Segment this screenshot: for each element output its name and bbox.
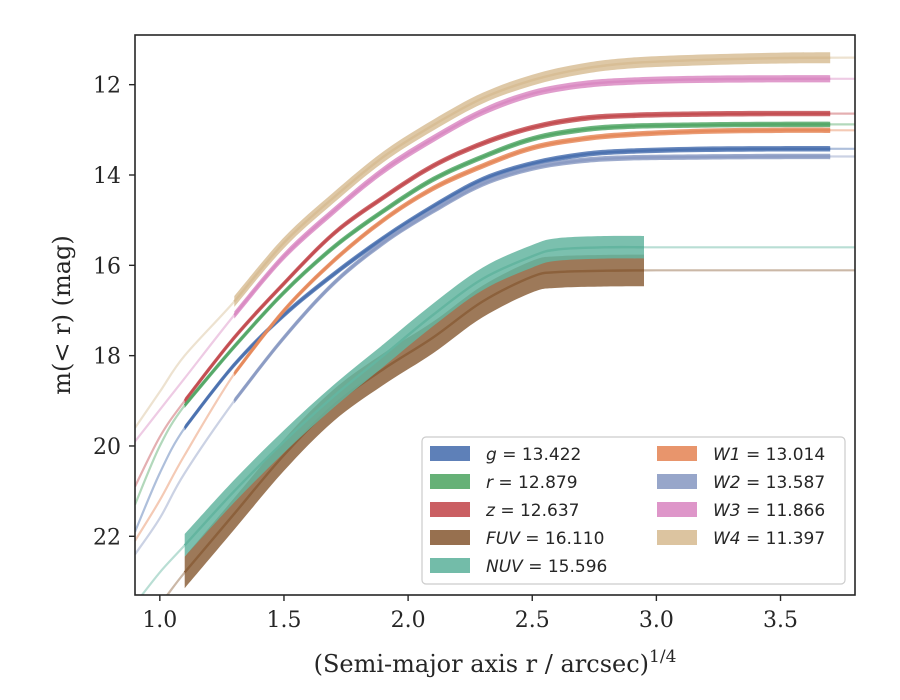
legend-box: [421, 436, 846, 585]
series-nuv: [140, 235, 855, 595]
legend-label-g: g = 13.422: [486, 445, 581, 465]
y-tick-label: 22: [93, 525, 121, 550]
legend-swatch-w4: [657, 530, 697, 545]
legend-label-fuv: FUV = 16.110: [486, 529, 604, 549]
series-w3-band: [234, 75, 831, 319]
y-tick-label: 18: [93, 345, 121, 370]
series-w4-line: [233, 56, 831, 303]
legend: g = 13.422 r = 12.879 z = 12.637 FUV = 16.1…: [421, 436, 846, 585]
legend-swatch-fuv: [430, 530, 470, 545]
series-z-line: [183, 112, 831, 402]
y-tick-label: 14: [93, 164, 121, 189]
legend-label-w1: W1 = 13.014: [713, 445, 825, 465]
legend-swatch-r: [430, 474, 470, 489]
series-g: [135, 146, 855, 533]
series-w3-line: [233, 77, 831, 316]
series-g-band: [184, 146, 831, 431]
series-g-line: [183, 147, 831, 429]
legend-label-w2: W2 = 13.587: [713, 473, 825, 493]
y-tick-label: 20: [93, 435, 121, 460]
plot-frame: [134, 34, 856, 596]
y-tick-label: 16: [93, 254, 121, 279]
y-axis-title: m(< r) (mag): [48, 235, 76, 394]
x-axis: 1.0 1.5 2.0 2.5 3.0 3.5: [142, 595, 798, 633]
legend-label-z: z = 12.637: [485, 501, 579, 521]
series-w2: [135, 153, 855, 556]
legend-label-nuv: NUV = 15.596: [486, 557, 607, 577]
legend-swatch-w3: [657, 502, 697, 517]
y-tick-label: 12: [93, 74, 121, 99]
legend-label-w4: W4 = 11.397: [713, 529, 825, 549]
series-layer: [135, 52, 855, 595]
x-tick-label: 3.0: [639, 608, 674, 633]
legend-swatch-w2: [657, 474, 697, 489]
series-nuv-line: [183, 245, 645, 547]
series-w1-line: [233, 129, 831, 375]
series-fuv-line: [183, 269, 645, 574]
series-r-line: [183, 123, 831, 407]
x-tick-label: 1.5: [266, 608, 301, 633]
series-fuv: [165, 254, 855, 595]
series-w2-line: [233, 155, 831, 402]
x-tick-label: 3.5: [763, 608, 798, 633]
legend-swatch-g: [430, 446, 470, 461]
legend-label-w3: W3 = 11.866: [713, 501, 825, 521]
x-tick-label: 2.0: [391, 608, 426, 633]
legend-label-r: r = 12.879: [486, 473, 578, 493]
series-w1: [135, 127, 855, 542]
x-axis-title: (Semi-major axis r / arcsec)1/4: [314, 647, 677, 678]
x-tick-label: 2.5: [515, 608, 550, 633]
series-r: [135, 121, 855, 506]
x-tick-label: 1.0: [142, 608, 177, 633]
legend-swatch-w1: [657, 446, 697, 461]
x-axis-title-text: (Semi-major axis r / arcsec): [314, 650, 649, 678]
series-w3: [135, 75, 855, 443]
x-axis-title-exponent: 1/4: [649, 647, 676, 667]
legend-swatch-nuv: [430, 558, 470, 573]
y-axis: 12 14 16 18 20 22: [93, 74, 135, 550]
legend-swatch-z: [430, 502, 470, 517]
series-z: [135, 110, 855, 488]
series-w4: [135, 52, 855, 429]
